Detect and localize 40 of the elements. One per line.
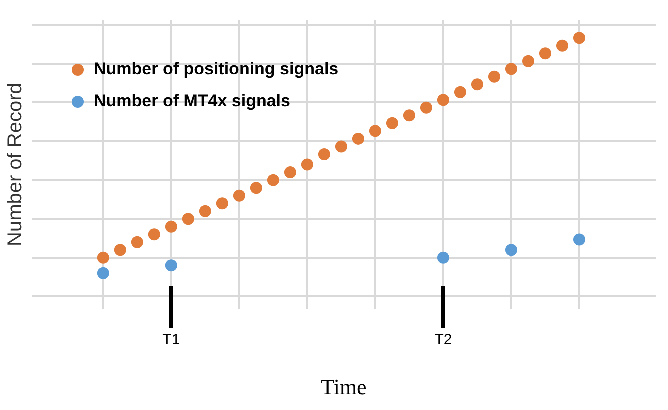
point [573,32,586,44]
point [437,94,450,106]
point [165,220,178,233]
point [556,40,568,52]
point [199,205,212,218]
point [352,132,364,145]
point [454,86,466,98]
point [505,63,518,76]
point [318,148,330,160]
point [131,236,144,248]
legend-label: Number of positioning signals [94,60,339,79]
point [437,252,450,264]
legend-label: Number of MT4x signals [94,92,290,111]
point [335,140,348,153]
y-axis-title: Number of Record [4,83,27,247]
point [233,190,246,202]
point [386,117,398,130]
point [97,252,110,264]
point [250,182,262,194]
point [522,55,534,68]
point [216,198,228,210]
point [148,228,160,241]
point [114,244,126,256]
x-tick-label: T1 [162,332,180,349]
point [471,78,484,91]
point [284,166,296,179]
point [539,48,552,60]
point [165,260,178,272]
point [403,110,416,122]
point [97,267,110,280]
point [182,213,194,226]
point [369,125,382,138]
point [420,102,432,114]
x-axis-title: Time [321,374,367,400]
point [505,244,518,256]
point [573,234,586,246]
point [488,70,500,83]
point [301,158,314,171]
point [267,174,280,186]
x-tick-label: T2 [434,332,452,349]
